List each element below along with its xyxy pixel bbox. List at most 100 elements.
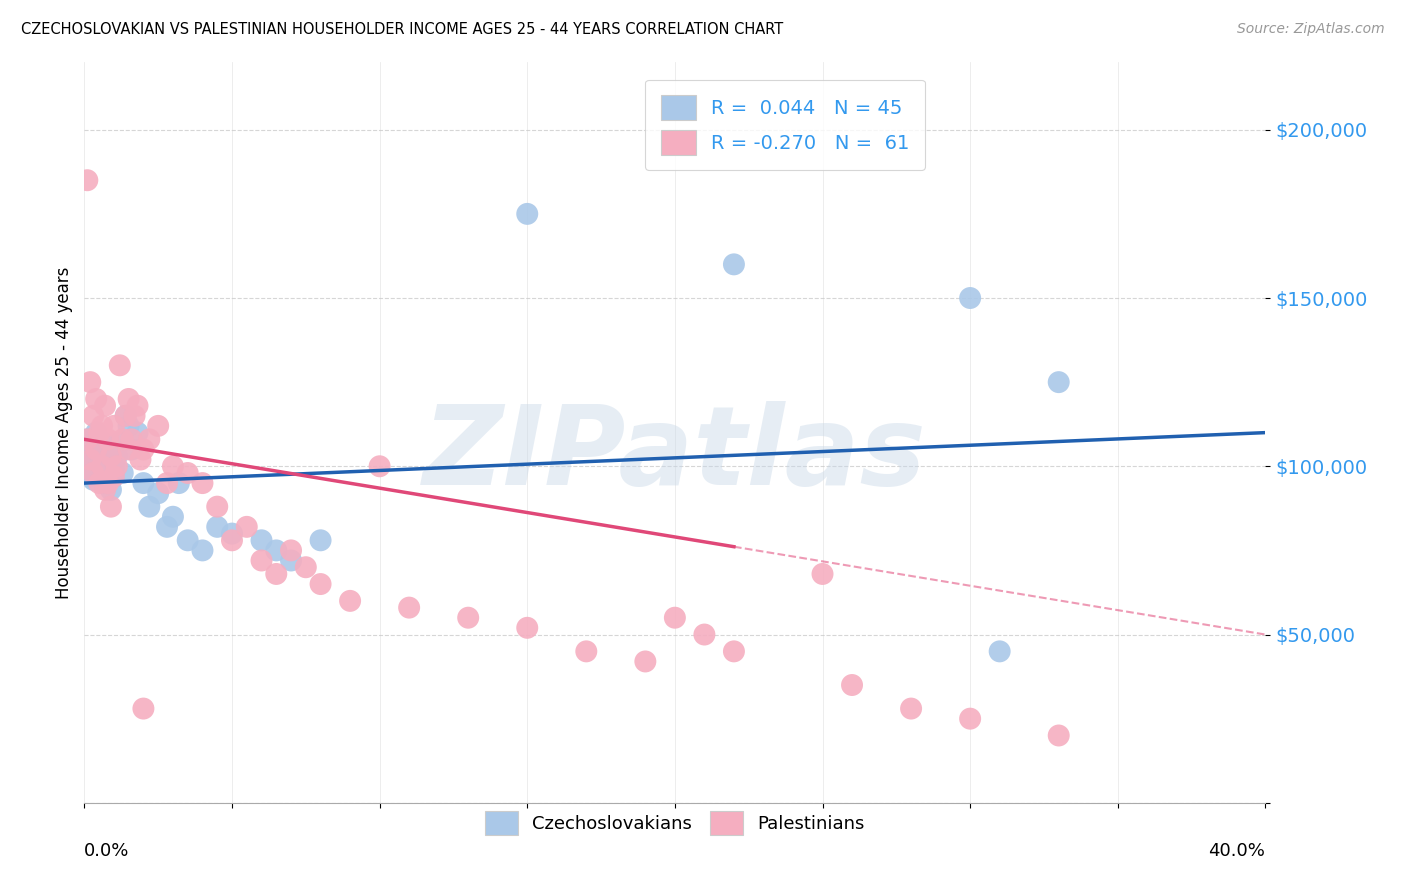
Point [207, 500, 229, 514]
Text: 0.0%: 0.0% [84, 842, 129, 860]
Point [309, 577, 332, 591]
Point [1047, 729, 1070, 743]
Point [79, 469, 101, 483]
Point [82, 446, 104, 460]
Point [84, 452, 107, 467]
Point [138, 500, 160, 514]
Point [295, 560, 318, 574]
Point [82, 473, 104, 487]
Point [100, 500, 122, 514]
Point [162, 459, 184, 474]
Point [368, 459, 391, 474]
Point [103, 418, 125, 433]
Point [129, 452, 152, 467]
Point [723, 644, 745, 658]
Point [124, 409, 146, 423]
Point [1047, 375, 1070, 389]
Point [76, 433, 98, 447]
Point [900, 701, 922, 715]
Point [118, 392, 141, 406]
Point [76, 459, 98, 474]
Point [79, 452, 101, 467]
Point [111, 433, 134, 447]
Point [87, 476, 111, 491]
Point [156, 476, 179, 491]
Point [339, 594, 361, 608]
Point [82, 466, 104, 480]
Point [811, 566, 834, 581]
Point [84, 425, 107, 440]
Text: 40.0%: 40.0% [1209, 842, 1265, 860]
Point [191, 543, 214, 558]
Point [398, 600, 420, 615]
Point [94, 476, 117, 491]
Point [121, 442, 143, 457]
Point [114, 409, 136, 423]
Point [575, 644, 598, 658]
Point [105, 449, 128, 463]
Point [127, 399, 149, 413]
Point [87, 442, 111, 457]
Point [97, 449, 120, 463]
Point [148, 486, 170, 500]
Point [634, 655, 657, 669]
Point [177, 466, 200, 480]
Point [250, 533, 273, 548]
Point [221, 533, 243, 548]
Point [94, 459, 117, 474]
Point [114, 409, 136, 423]
Point [132, 442, 155, 457]
Point [167, 476, 190, 491]
Point [91, 459, 114, 474]
Text: ZIPatlas: ZIPatlas [423, 401, 927, 508]
Point [841, 678, 863, 692]
Point [100, 483, 122, 497]
Point [121, 433, 143, 447]
Point [76, 433, 98, 447]
Point [148, 418, 170, 433]
Point [280, 543, 302, 558]
Point [108, 435, 131, 450]
Point [156, 520, 179, 534]
Point [959, 291, 981, 305]
Point [79, 449, 101, 463]
Point [207, 520, 229, 534]
Point [457, 610, 479, 624]
Point [84, 392, 107, 406]
Point [82, 409, 104, 423]
Point [103, 459, 125, 474]
Point [138, 433, 160, 447]
Point [959, 712, 981, 726]
Legend: Czechoslovakians, Palestinians: Czechoslovakians, Palestinians [478, 805, 872, 842]
Point [94, 399, 117, 413]
Point [97, 433, 120, 447]
Point [87, 425, 111, 440]
Point [177, 533, 200, 548]
Point [97, 476, 120, 491]
Point [91, 435, 114, 450]
Point [221, 526, 243, 541]
Point [516, 621, 538, 635]
Point [94, 483, 117, 497]
Text: Source: ZipAtlas.com: Source: ZipAtlas.com [1237, 22, 1385, 37]
Point [79, 375, 101, 389]
Point [103, 469, 125, 483]
Point [103, 469, 125, 483]
Point [132, 701, 155, 715]
Y-axis label: Householder Income Ages 25 - 44 years: Householder Income Ages 25 - 44 years [55, 267, 73, 599]
Point [280, 553, 302, 567]
Point [84, 442, 107, 457]
Point [91, 473, 114, 487]
Point [87, 462, 111, 476]
Point [266, 566, 288, 581]
Point [127, 425, 149, 440]
Point [100, 449, 122, 463]
Point [132, 476, 155, 491]
Point [97, 469, 120, 483]
Point [91, 418, 114, 433]
Point [723, 257, 745, 271]
Point [266, 543, 288, 558]
Point [236, 520, 259, 534]
Point [250, 553, 273, 567]
Point [516, 207, 538, 221]
